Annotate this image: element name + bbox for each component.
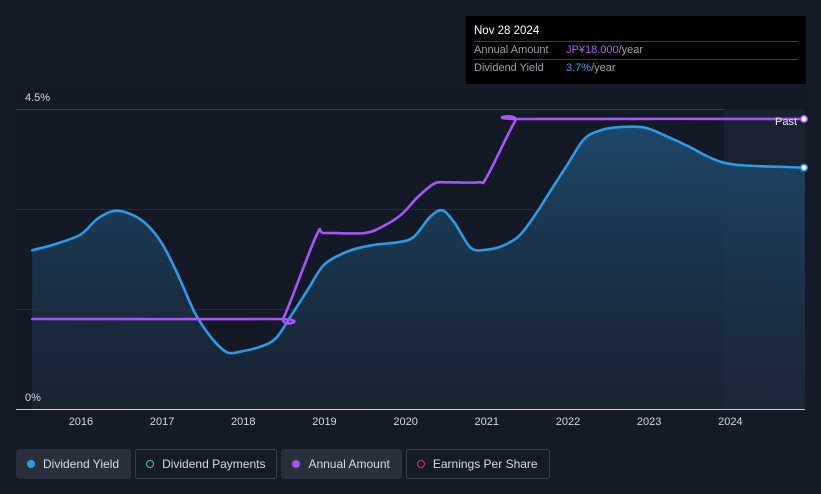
past-label: Past [775,116,797,128]
legend-label: Annual Amount [308,457,390,471]
legend-dot-icon [292,460,301,468]
annual-amount-end-marker [800,115,808,123]
y-tick-label-bottom: 0% [25,392,41,404]
tooltip-value: 3.7% [566,62,592,74]
tooltip-unit: /year [591,62,616,74]
legend-item-dividend-payments[interactable]: Dividend Payments [135,449,278,479]
x-tick-label: 2017 [150,416,174,428]
x-tick-labels: 2016 2017 2018 2019 2020 2021 2022 2023 2024 [69,416,743,428]
dividend-yield-end-marker [800,163,808,172]
annual-amount-line [30,115,807,325]
dividend-yield-area [32,126,805,409]
tooltip-unit: /year [618,44,644,56]
y-tick-label-top: 4.5% [25,92,50,104]
x-tick-label: 2023 [637,416,661,428]
legend-label: Earnings Per Share [432,457,538,471]
tooltip-key: Annual Amount [474,44,549,56]
tooltip-date: Nov 28 2024 [474,24,798,42]
x-tick-label: 2022 [556,416,580,428]
legend-item-dividend-yield[interactable]: Dividend Yield [16,449,132,479]
tooltip-key: Dividend Yield [474,62,544,74]
series-layer [30,115,808,409]
legend-dot-icon [27,460,35,468]
x-tick-label: 2021 [475,416,499,428]
chart-legend: Dividend Yield Dividend Payments Annual … [16,449,554,481]
legend-ring-icon [146,460,155,468]
legend-item-earnings-per-share[interactable]: Earnings Per Share [405,449,550,479]
x-tick-label: 2016 [69,416,93,428]
tooltip-row-dividend-yield: Dividend Yield 3.7%/year [474,60,798,77]
x-tick-label: 2024 [718,416,742,428]
tooltip-value: JP¥18.000 [566,44,619,56]
hover-tooltip: Nov 28 2024 Annual Amount JP¥18.000/year … [466,16,806,84]
x-tick-label: 2020 [393,416,417,428]
legend-ring-icon [416,460,425,468]
legend-label: Dividend Yield [43,457,120,471]
dividend-yield-line [30,125,807,355]
legend-item-annual-amount[interactable]: Annual Amount [281,449,402,479]
x-tick-label: 2018 [231,416,255,428]
x-tick-label: 2019 [312,416,336,428]
legend-label: Dividend Payments [162,457,266,471]
tooltip-row-annual-amount: Annual Amount JP¥18.000/year [474,42,798,60]
